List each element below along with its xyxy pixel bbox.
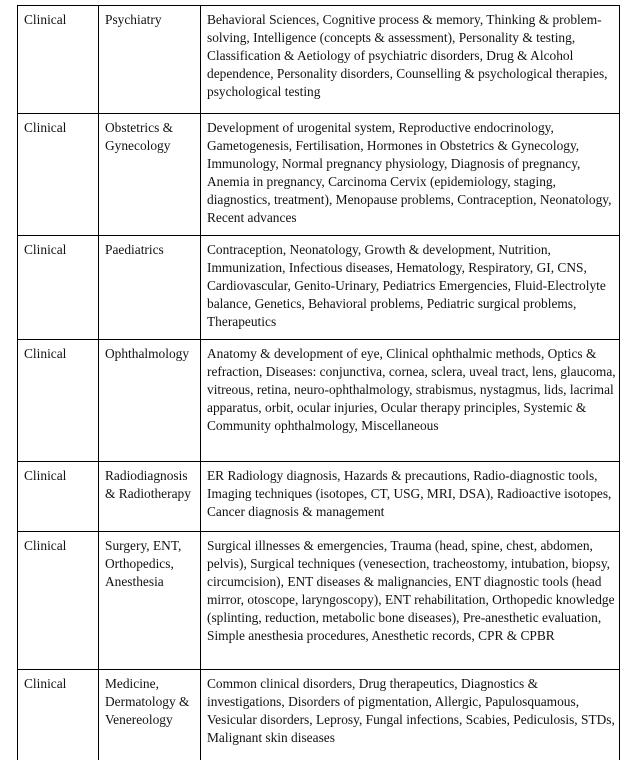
subject-cell: Radiodiagnosis & Radiotherapy	[98, 461, 201, 532]
table-row: Clinical Psychiatry Behavioral Sciences, C…	[17, 5, 620, 114]
subject-cell: Psychiatry	[98, 5, 201, 114]
category-cell: Clinical	[17, 235, 99, 340]
topics-cell: Anatomy & development of eye, Clinical o…	[200, 339, 620, 462]
table-row: Clinical Surgery, ENT, Orthopedics, Anest…	[17, 531, 620, 670]
topics-cell: Surgical illnesses & emergencies, Trauma…	[200, 531, 620, 670]
subject-cell: Surgery, ENT, Orthopedics, Anesthesia	[98, 531, 201, 670]
topics-cell: Behavioral Sciences, Cognitive process &…	[200, 5, 620, 114]
category-cell: Clinical	[17, 669, 99, 760]
subject-cell: Ophthalmology	[98, 339, 201, 462]
category-cell: Clinical	[17, 531, 99, 670]
table-row: Clinical Ophthalmology Anatomy & developme…	[17, 339, 620, 462]
category-cell: Clinical	[17, 339, 99, 462]
table-row: Clinical Paediatrics Contraception, Neonat…	[17, 235, 620, 340]
category-cell: Clinical	[17, 5, 99, 114]
table-row: Clinical Obstetrics & Gynecology Developme…	[17, 113, 620, 236]
table-row: Clinical Radiodiagnosis & Radiotherapy ER …	[17, 461, 620, 532]
table-row: Clinical Medicine, Dermatology & Venereol…	[17, 669, 620, 760]
curriculum-table: Clinical Psychiatry Behavioral Sciences, C…	[17, 5, 620, 760]
subject-cell: Medicine, Dermatology & Venereology	[98, 669, 201, 760]
topics-cell: Development of urogenital system, Reprod…	[200, 113, 620, 236]
category-cell: Clinical	[17, 113, 99, 236]
topics-cell: Common clinical disorders, Drug therapeu…	[200, 669, 620, 760]
topics-cell: ER Radiology diagnosis, Hazards & precau…	[200, 461, 620, 532]
subject-cell: Obstetrics & Gynecology	[98, 113, 201, 236]
subject-cell: Paediatrics	[98, 235, 201, 340]
topics-cell: Contraception, Neonatology, Growth & dev…	[200, 235, 620, 340]
category-cell: Clinical	[17, 461, 99, 532]
